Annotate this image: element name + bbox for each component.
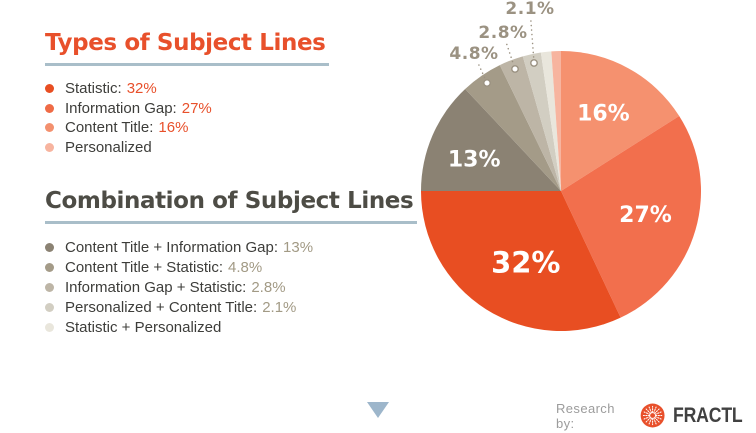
combination-legend: Content Title + Information Gap: 13% Conte…: [45, 237, 417, 338]
pie-slice-callout-label: 2.1%: [505, 0, 554, 19]
logo-spoke: [645, 408, 652, 415]
legend-dot-icon: [45, 103, 54, 113]
attribution: Research by: FRACTL: [556, 400, 756, 431]
legend-value: 32%: [126, 80, 157, 98]
research-by-label: Research by:: [556, 400, 615, 431]
legend-label: Statistic + Personalized: [65, 319, 222, 337]
logo-spoke: [654, 408, 660, 415]
pie-slice[interactable]: [551, 50, 561, 192]
logo-spoke: [643, 416, 651, 420]
legend-value: 27%: [181, 99, 212, 117]
legend-label: Information Gap + Statistic:: [65, 278, 247, 296]
legend-value: 2.8%: [251, 278, 286, 296]
pie-slice-label: 32%: [491, 245, 560, 279]
legend-item: Content Title: 16%: [45, 118, 329, 138]
pie-slice-callout-label: 2.8%: [478, 23, 527, 43]
pie-slice-label: 27%: [619, 203, 672, 228]
legend-dot-icon: [45, 242, 54, 252]
pie-slice[interactable]: [561, 115, 702, 318]
slice-marker-icon: [530, 59, 538, 67]
legend-label: Content Title + Information Gap:: [65, 238, 279, 256]
legend-item: Content Title + Information Gap: 13%: [45, 237, 417, 257]
logo-spoke: [648, 417, 653, 425]
leader-line: [530, 20, 535, 58]
legend-dot-icon: [45, 323, 54, 333]
logo-spoke: [653, 406, 657, 414]
slice-marker-icon: [511, 65, 519, 73]
types-legend: Statistic: 32% Information Gap: 27% Content …: [45, 79, 329, 157]
legend-value: 16%: [158, 119, 189, 137]
legend-item: Information Gap: 27%: [45, 99, 329, 119]
pie-slice-callout-label: 4.8%: [449, 44, 498, 64]
logo-spoke: [654, 416, 660, 423]
legend-dot-icon: [45, 282, 54, 292]
logo-spoke: [648, 406, 653, 414]
brand-name: FRACTL: [673, 403, 743, 427]
combination-title: Combination of Subject Lines: [45, 188, 418, 224]
legend-value: 13%: [283, 238, 314, 256]
fractl-logo-icon: [640, 403, 665, 428]
legend-dot-icon: [45, 303, 54, 313]
pie-chart: 16% 27% 32% 13% 4.8%2.8% 2.1%: [421, 0, 702, 332]
legend-item: Information Gap + Statistic: 2.8%: [45, 277, 417, 297]
legend-dot-icon: [45, 84, 54, 94]
logo-spoke: [645, 416, 652, 423]
types-title: Types of Subject Lines: [45, 30, 330, 66]
legend-item: Personalized: [45, 138, 329, 158]
legend-label: Content Title:: [65, 119, 154, 137]
scroll-down-triangle-icon[interactable]: [367, 402, 389, 418]
legend-item: Statistic + Personalized: [45, 318, 417, 338]
combination-section: Combination of Subject Lines Content Tit…: [45, 188, 418, 338]
legend-label: Content Title + Statistic:: [65, 258, 223, 276]
legend-dot-icon: [45, 123, 54, 133]
legend-dot-icon: [45, 142, 54, 152]
legend-item: Statistic: 32%: [45, 79, 329, 99]
pie-slice[interactable]: [561, 51, 680, 191]
legend-item: Personalized + Content Title: 2.1%: [45, 298, 417, 318]
pie-slice[interactable]: [499, 56, 561, 191]
pie-slice[interactable]: [421, 191, 621, 332]
pie-slice[interactable]: [540, 51, 561, 191]
pie-slice[interactable]: [421, 88, 561, 191]
legend-label: Personalized + Content Title:: [65, 299, 258, 317]
legend-value: 2.1%: [262, 299, 297, 317]
legend-dot-icon: [45, 262, 54, 272]
logo-spoke: [654, 416, 662, 420]
logo-spoke: [654, 411, 662, 415]
legend-label: Information Gap:: [65, 99, 177, 117]
pie-slice[interactable]: [465, 65, 561, 191]
pie-slice[interactable]: [522, 52, 561, 192]
legend-label: Statistic:: [65, 80, 122, 98]
logo-spoke: [643, 411, 651, 415]
legend-label: Personalized: [65, 138, 152, 156]
slice-marker-icon: [483, 79, 491, 87]
logo-spoke: [653, 417, 657, 425]
pie-slice-label: 16%: [577, 101, 630, 126]
pie-slice-label: 13%: [448, 148, 501, 173]
legend-item: Content Title + Statistic: 4.8%: [45, 257, 417, 277]
legend-value: 4.8%: [228, 258, 263, 276]
types-section: Types of Subject Lines Statistic: 32% Info…: [45, 30, 330, 157]
